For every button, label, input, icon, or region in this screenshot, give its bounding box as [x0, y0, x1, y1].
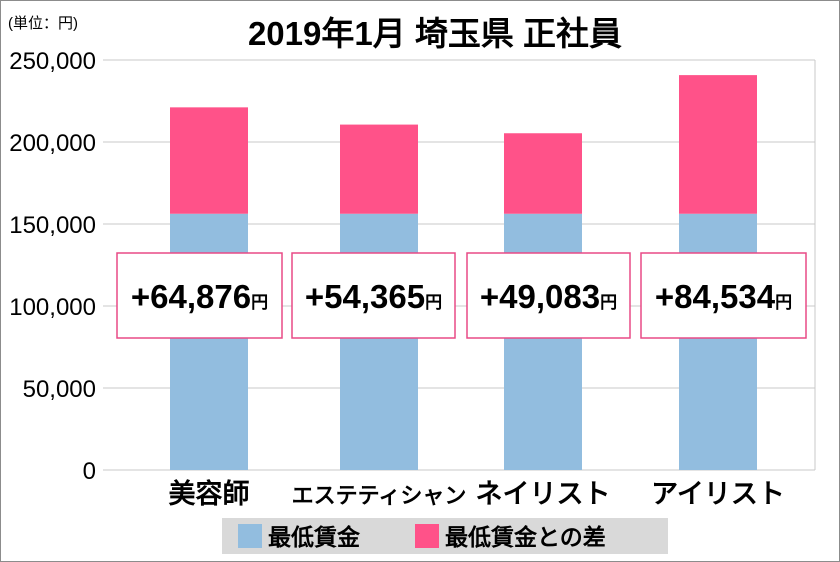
difference-annotation: +84,534円	[655, 278, 792, 315]
legend-swatch-min-wage	[238, 524, 262, 548]
bar-difference	[504, 133, 582, 214]
difference-annotation: +64,876円	[131, 278, 268, 315]
difference-annotation-box	[640, 252, 807, 339]
bar-min-wage	[504, 213, 582, 471]
difference-value: +49,083	[480, 278, 600, 315]
y-tick-label: 100,000	[9, 294, 96, 321]
legend-label-difference: 最低賃金との差	[445, 524, 606, 550]
difference-annotation: +49,083円	[480, 278, 617, 315]
difference-value: +64,876	[131, 278, 251, 315]
bar-min-wage	[679, 213, 757, 471]
y-tick-label: 0	[83, 458, 96, 485]
bar-difference	[340, 124, 418, 214]
category-label: ネイリスト	[476, 479, 611, 509]
difference-annotation: +54,365円	[305, 278, 442, 315]
chart-title: 2019年1月 埼玉県 正社員	[248, 15, 622, 52]
bar-difference	[170, 107, 248, 214]
difference-unit: 円	[600, 293, 617, 312]
bar-min-wage	[170, 213, 248, 471]
category-label: 美容師	[169, 478, 250, 509]
difference-annotation-box	[291, 252, 456, 339]
difference-annotation-box	[466, 252, 631, 339]
y-tick-label: 150,000	[9, 212, 96, 239]
legend-background	[222, 518, 668, 554]
y-tick-label: 50,000	[23, 376, 96, 403]
y-tick-label: 250,000	[9, 48, 96, 75]
difference-value: +84,534	[655, 278, 776, 315]
y-tick-label: 200,000	[9, 130, 96, 157]
bar-difference	[679, 75, 757, 214]
legend: 最低賃金 最低賃金との差	[222, 518, 668, 554]
difference-annotation-box	[116, 252, 283, 339]
category-label: エステティシャン	[292, 483, 467, 508]
difference-unit: 円	[425, 293, 442, 312]
difference-unit: 円	[775, 293, 792, 312]
difference-unit: 円	[251, 293, 268, 312]
unit-label: (単位：円)	[8, 15, 78, 32]
bar-min-wage	[340, 213, 418, 471]
legend-label-min-wage: 最低賃金	[268, 524, 361, 550]
difference-value: +54,365	[305, 278, 425, 315]
legend-swatch-difference	[415, 524, 439, 548]
category-label: アイリスト	[651, 479, 785, 509]
